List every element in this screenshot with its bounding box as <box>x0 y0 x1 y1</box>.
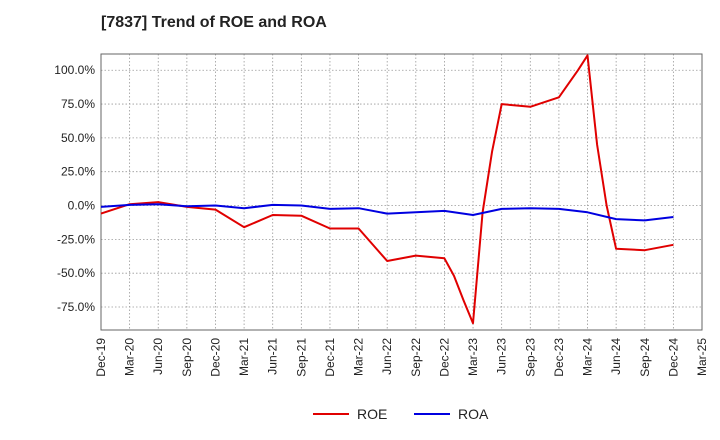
y-tick-label: 75.0% <box>61 97 95 111</box>
x-tick-label: Mar-25 <box>695 338 709 376</box>
x-tick-label: Sep-21 <box>294 338 308 377</box>
y-tick-label: -25.0% <box>57 232 95 246</box>
x-axis-ticks: Dec-19 Mar-20 Jun-20 Sep-20 Dec-20 Mar-21 Jun-… <box>94 338 709 377</box>
x-tick-label: Mar-24 <box>581 338 595 376</box>
x-tick-label: Jun-20 <box>151 338 165 375</box>
x-tick-label: Jun-21 <box>266 338 280 375</box>
x-tick-label: Dec-22 <box>437 338 451 377</box>
x-tick-label: Sep-20 <box>180 338 194 377</box>
x-tick-label: Dec-24 <box>666 338 680 377</box>
y-tick-label: -50.0% <box>57 266 95 280</box>
x-tick-label: Jun-22 <box>380 338 394 375</box>
x-tick-label: Dec-23 <box>552 338 566 377</box>
legend-label-roe: ROE <box>357 406 387 422</box>
series-line-roa <box>100 203 674 222</box>
x-tick-label: Dec-21 <box>323 338 337 377</box>
x-tick-label: Dec-19 <box>94 338 108 377</box>
y-tick-label: 50.0% <box>61 131 95 145</box>
x-tick-label: Mar-20 <box>123 338 137 376</box>
x-tick-label: Sep-24 <box>638 338 652 377</box>
x-tick-label: Sep-23 <box>523 338 537 377</box>
y-tick-label: 0.0% <box>68 199 96 213</box>
legend-label-roa: ROA <box>458 406 489 422</box>
y-tick-label: 25.0% <box>61 165 95 179</box>
series-layer <box>100 54 674 325</box>
y-tick-label: 100.0% <box>54 63 95 77</box>
x-tick-label: Jun-23 <box>495 338 509 375</box>
y-axis-ticks: 100.0% 75.0% 50.0% 25.0% 0.0% -25.0% -50.0% -75… <box>54 63 95 314</box>
legend: ROE ROA <box>313 406 489 422</box>
chart-title: [7837] Trend of ROE and ROA <box>101 14 327 31</box>
grid-layer <box>100 54 703 330</box>
x-tick-label: Mar-22 <box>352 338 366 376</box>
x-tick-label: Jun-24 <box>609 338 623 375</box>
series-line-roe <box>100 54 674 325</box>
y-tick-label: -75.0% <box>57 300 95 314</box>
x-tick-label: Sep-22 <box>409 338 423 377</box>
x-tick-label: Mar-23 <box>466 338 480 376</box>
x-tick-label: Mar-21 <box>237 338 251 376</box>
plot-frame <box>100 53 703 331</box>
x-tick-label: Dec-20 <box>208 338 222 377</box>
